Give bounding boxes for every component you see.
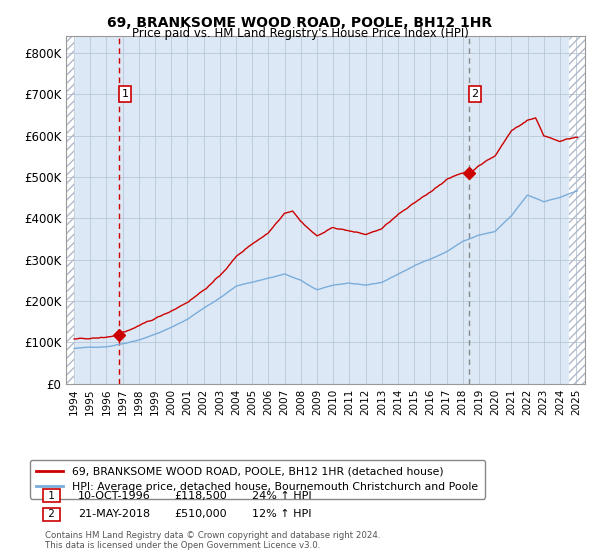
Text: 2: 2 bbox=[45, 509, 58, 519]
Text: 1: 1 bbox=[122, 89, 128, 99]
Text: 24% ↑ HPI: 24% ↑ HPI bbox=[252, 491, 311, 501]
Text: 21-MAY-2018: 21-MAY-2018 bbox=[78, 509, 150, 519]
Text: £510,000: £510,000 bbox=[174, 509, 227, 519]
Bar bbox=[569, 36, 585, 384]
Text: 1: 1 bbox=[45, 491, 58, 501]
Text: Price paid vs. HM Land Registry's House Price Index (HPI): Price paid vs. HM Land Registry's House … bbox=[131, 27, 469, 40]
Bar bbox=[569, 36, 585, 384]
Bar bbox=[66, 36, 74, 384]
Bar bbox=[66, 36, 74, 384]
Text: 69, BRANKSOME WOOD ROAD, POOLE, BH12 1HR: 69, BRANKSOME WOOD ROAD, POOLE, BH12 1HR bbox=[107, 16, 493, 30]
Text: 10-OCT-1996: 10-OCT-1996 bbox=[78, 491, 151, 501]
Text: 12% ↑ HPI: 12% ↑ HPI bbox=[252, 509, 311, 519]
Text: 2: 2 bbox=[472, 89, 478, 99]
Text: £118,500: £118,500 bbox=[174, 491, 227, 501]
Text: Contains HM Land Registry data © Crown copyright and database right 2024.
This d: Contains HM Land Registry data © Crown c… bbox=[45, 530, 380, 550]
Legend: 69, BRANKSOME WOOD ROAD, POOLE, BH12 1HR (detached house), HPI: Average price, d: 69, BRANKSOME WOOD ROAD, POOLE, BH12 1HR… bbox=[30, 460, 485, 498]
